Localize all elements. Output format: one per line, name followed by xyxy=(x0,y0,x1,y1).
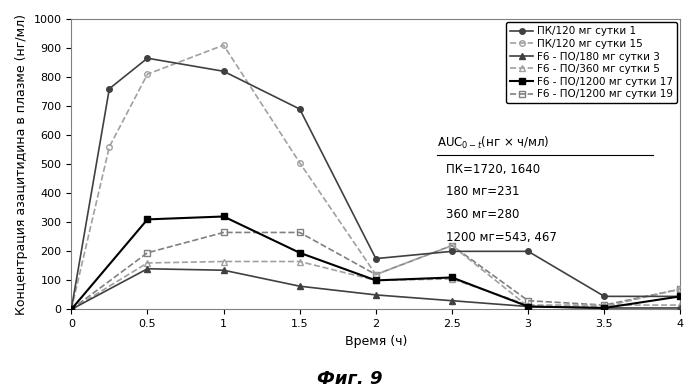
F6 - ПО/1200 мг сутки 19 xyxy=(600,303,609,307)
F6 - ПО/360 мг сутки 5 xyxy=(372,278,380,283)
ПК/120 мг сутки 15 xyxy=(143,72,152,76)
F6 - ПО/1200 мг сутки 19 xyxy=(524,298,533,303)
ПК/120 мг сутки 15 xyxy=(600,304,609,309)
F6 - ПО/360 мг сутки 5 xyxy=(524,303,533,307)
Y-axis label: Концентрация азацитидина в плазме (нг/мл): Концентрация азацитидина в плазме (нг/мл… xyxy=(15,14,28,315)
F6 - ПО/180 мг сутки 3 xyxy=(600,306,609,310)
Text: ПК=1720, 1640: ПК=1720, 1640 xyxy=(446,163,540,176)
F6 - ПО/360 мг сутки 5 xyxy=(448,277,456,281)
F6 - ПО/1200 мг сутки 19 xyxy=(219,230,228,235)
Text: 180 мг=231: 180 мг=231 xyxy=(446,185,519,199)
F6 - ПО/1200 мг сутки 19 xyxy=(67,307,75,312)
F6 - ПО/1200 мг сутки 19 xyxy=(143,250,152,255)
ПК/120 мг сутки 1 xyxy=(676,294,684,299)
ПК/120 мг сутки 15 xyxy=(676,287,684,291)
Text: AUC$_{0-t}$(нг × ч/мл): AUC$_{0-t}$(нг × ч/мл) xyxy=(437,135,549,151)
F6 - ПО/360 мг сутки 5 xyxy=(600,303,609,307)
F6 - ПО/180 мг сутки 3 xyxy=(67,307,75,312)
ПК/120 мг сутки 15 xyxy=(219,43,228,48)
Line: F6 - ПО/1200 мг сутки 17: F6 - ПО/1200 мг сутки 17 xyxy=(69,214,683,312)
F6 - ПО/1200 мг сутки 19 xyxy=(676,287,684,291)
ПК/120 мг сутки 15 xyxy=(448,243,456,248)
F6 - ПО/360 мг сутки 5 xyxy=(143,261,152,265)
ПК/120 мг сутки 1 xyxy=(67,307,75,312)
F6 - ПО/1200 мг сутки 17 xyxy=(448,275,456,280)
Text: 360 мг=280: 360 мг=280 xyxy=(446,208,519,221)
F6 - ПО/180 мг сутки 3 xyxy=(219,268,228,273)
Text: Фиг. 9: Фиг. 9 xyxy=(317,370,382,388)
F6 - ПО/1200 мг сутки 17 xyxy=(219,214,228,219)
ПК/120 мг сутки 1 xyxy=(448,249,456,254)
F6 - ПО/180 мг сутки 3 xyxy=(676,306,684,310)
ПК/120 мг сутки 1 xyxy=(105,86,113,91)
F6 - ПО/1200 мг сутки 17 xyxy=(296,250,304,255)
F6 - ПО/1200 мг сутки 19 xyxy=(296,230,304,235)
ПК/120 мг сутки 1 xyxy=(296,107,304,112)
F6 - ПО/360 мг сутки 5 xyxy=(296,259,304,264)
F6 - ПО/180 мг сутки 3 xyxy=(296,284,304,289)
ПК/120 мг сутки 1 xyxy=(219,69,228,74)
Line: F6 - ПО/180 мг сутки 3: F6 - ПО/180 мг сутки 3 xyxy=(69,266,683,312)
ПК/120 мг сутки 1 xyxy=(372,256,380,261)
Line: ПК/120 мг сутки 1: ПК/120 мг сутки 1 xyxy=(69,55,683,312)
ПК/120 мг сутки 15 xyxy=(67,307,75,312)
ПК/120 мг сутки 1 xyxy=(143,56,152,60)
ПК/120 мг сутки 15 xyxy=(524,304,533,309)
F6 - ПО/1200 мг сутки 19 xyxy=(448,243,456,248)
Line: F6 - ПО/360 мг сутки 5: F6 - ПО/360 мг сутки 5 xyxy=(69,259,683,312)
ПК/120 мг сутки 1 xyxy=(524,249,533,254)
ПК/120 мг сутки 15 xyxy=(372,272,380,277)
ПК/120 мг сутки 15 xyxy=(105,144,113,149)
F6 - ПО/180 мг сутки 3 xyxy=(448,298,456,303)
F6 - ПО/1200 мг сутки 17 xyxy=(372,278,380,283)
Line: F6 - ПО/1200 мг сутки 19: F6 - ПО/1200 мг сутки 19 xyxy=(69,230,683,312)
X-axis label: Время (ч): Время (ч) xyxy=(345,335,407,348)
Legend: ПК/120 мг сутки 1, ПК/120 мг сутки 15, F6 - ПО/180 мг сутки 3, F6 - ПО/360 мг су: ПК/120 мг сутки 1, ПК/120 мг сутки 15, F… xyxy=(506,22,677,103)
F6 - ПО/1200 мг сутки 17 xyxy=(143,217,152,222)
F6 - ПО/180 мг сутки 3 xyxy=(143,266,152,271)
Line: ПК/120 мг сутки 15: ПК/120 мг сутки 15 xyxy=(69,43,683,312)
F6 - ПО/180 мг сутки 3 xyxy=(372,292,380,297)
F6 - ПО/360 мг сутки 5 xyxy=(67,307,75,312)
F6 - ПО/1200 мг сутки 19 xyxy=(372,272,380,277)
F6 - ПО/1200 мг сутки 17 xyxy=(600,306,609,310)
F6 - ПО/1200 мг сутки 17 xyxy=(524,304,533,309)
F6 - ПО/360 мг сутки 5 xyxy=(219,259,228,264)
F6 - ПО/180 мг сутки 3 xyxy=(524,304,533,309)
F6 - ПО/1200 мг сутки 17 xyxy=(676,294,684,299)
F6 - ПО/1200 мг сутки 17 xyxy=(67,307,75,312)
ПК/120 мг сутки 15 xyxy=(296,160,304,165)
ПК/120 мг сутки 1 xyxy=(600,294,609,299)
F6 - ПО/360 мг сутки 5 xyxy=(676,303,684,307)
Text: 1200 мг=543, 467: 1200 мг=543, 467 xyxy=(446,231,557,244)
